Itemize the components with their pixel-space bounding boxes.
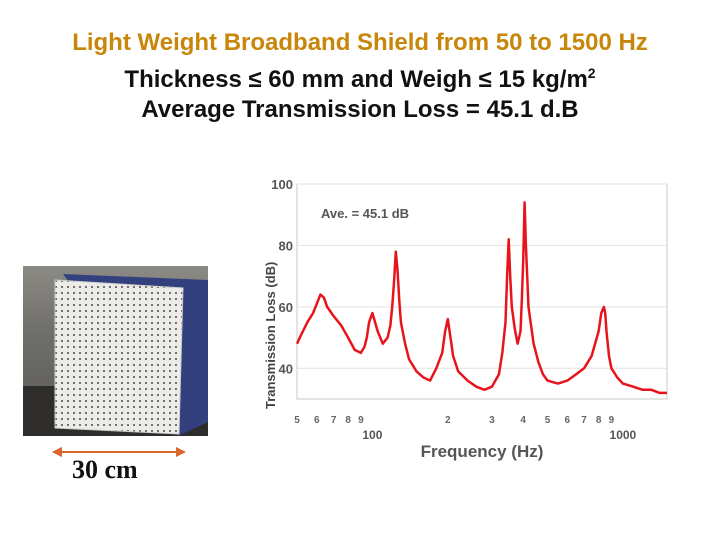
y-ticks: 40 60 80 100 — [271, 177, 293, 376]
leq-symbol-2: ≤ — [478, 66, 492, 93]
title-block: Light Weight Broadband Shield from 50 to… — [0, 28, 720, 125]
x-minor-tick-label: 3 — [489, 415, 495, 426]
title-line-1: Light Weight Broadband Shield from 50 to… — [72, 29, 648, 56]
y-tick-label: 60 — [279, 300, 293, 315]
scale-label: 30 cm — [72, 455, 138, 484]
y-axis-label: Transmission Loss (dB) — [263, 262, 278, 409]
grid — [297, 183, 667, 369]
x-minor-tick-label: 6 — [565, 415, 571, 426]
x-minor-tick-label: 7 — [331, 415, 337, 426]
x-minor-tick-label: 4 — [520, 415, 526, 426]
y-tick-label: 80 — [279, 238, 293, 253]
title-line-3: Average Transmission Loss = 45.1 d.B — [141, 96, 579, 123]
x-minor-tick-label: 7 — [581, 415, 587, 426]
x-major-tick-label: 1000 — [610, 428, 637, 442]
x-minor-tick-label: 8 — [596, 415, 602, 426]
title-line-2-sup: 2 — [587, 65, 596, 81]
title-line-2-pre: Thickness — [124, 66, 249, 93]
shield-panel-illustration — [23, 274, 208, 436]
transmission-loss-curve — [295, 201, 667, 395]
leq-symbol-1: ≤ — [248, 66, 262, 93]
x-minor-tick-label: 8 — [345, 415, 351, 426]
x-minor-tick-label: 5 — [294, 415, 300, 426]
x-minor-tick-label: 9 — [609, 415, 615, 426]
x-minor-tick-label: 2 — [445, 415, 451, 426]
shield-panel-photo — [23, 266, 208, 436]
title-line-2-post: 15 kg/m — [491, 66, 588, 93]
arrow-right-icon — [176, 447, 186, 457]
title-line-2-mid: 60 mm and Weigh — [261, 66, 479, 93]
y-tick-label: 100 — [271, 177, 293, 192]
scale-arrow-full — [52, 447, 186, 457]
average-annotation: Ave. = 45.1 dB — [321, 206, 409, 221]
x-minor-tick-label: 6 — [314, 415, 320, 426]
x-minor-tick-label: 9 — [358, 415, 364, 426]
panel-perforated-face — [54, 279, 184, 435]
title-line-2: Thickness ≤ 60 mm and Weigh ≤ 15 kg/m2 — [0, 58, 720, 95]
plot-frame — [296, 183, 668, 400]
x-axis-label: Frequency (Hz) — [421, 442, 544, 461]
x-major-tick-label: 100 — [362, 428, 382, 442]
x-minor-tick-label: 5 — [545, 415, 551, 426]
arrow-left-icon — [52, 447, 62, 457]
y-tick-label: 40 — [279, 361, 293, 376]
